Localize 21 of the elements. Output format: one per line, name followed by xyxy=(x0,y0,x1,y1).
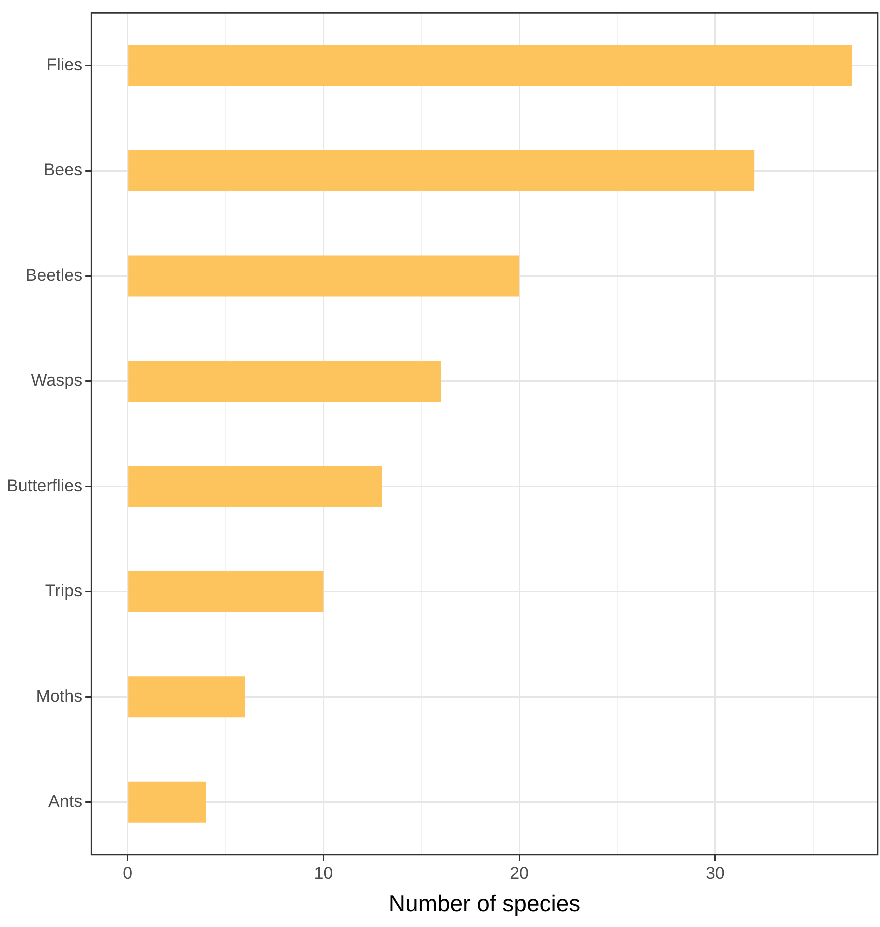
y-tick-label: Beetles xyxy=(26,266,83,285)
y-tick-label: Wasps xyxy=(31,371,83,390)
x-axis-title: Number of species xyxy=(388,890,581,917)
bar xyxy=(128,571,324,612)
y-tick-label: Flies xyxy=(46,56,83,74)
bar xyxy=(128,466,382,508)
x-tick-label: 20 xyxy=(510,864,530,883)
y-tick-label: Moths xyxy=(36,686,83,706)
y-tick-label: Ants xyxy=(48,792,83,812)
bar xyxy=(128,360,442,402)
bar xyxy=(128,782,206,823)
bar xyxy=(128,150,755,192)
bar xyxy=(128,676,246,718)
bar xyxy=(128,45,853,86)
y-tick-label: Bees xyxy=(44,160,83,180)
bar xyxy=(128,256,520,297)
x-tick-label: 10 xyxy=(314,864,334,883)
x-tick-label: 0 xyxy=(123,864,133,883)
y-tick-label: Butterflies xyxy=(6,476,83,496)
x-tick-label: 30 xyxy=(706,864,725,883)
y-tick-label: Trips xyxy=(45,582,83,601)
